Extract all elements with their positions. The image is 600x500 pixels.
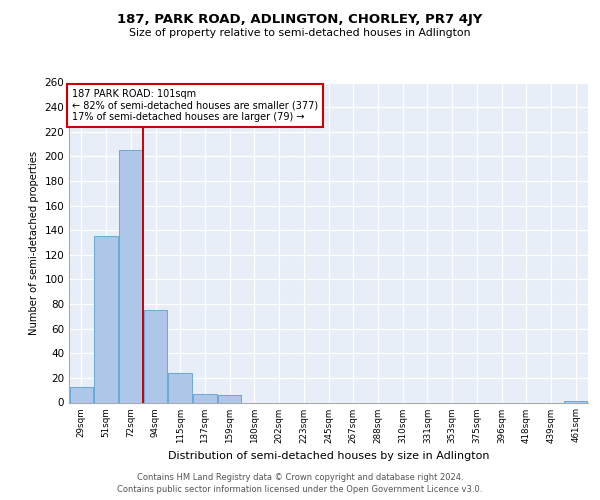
- Y-axis label: Number of semi-detached properties: Number of semi-detached properties: [29, 150, 39, 334]
- X-axis label: Distribution of semi-detached houses by size in Adlington: Distribution of semi-detached houses by …: [168, 451, 489, 461]
- Text: 187 PARK ROAD: 101sqm
← 82% of semi-detached houses are smaller (377)
17% of sem: 187 PARK ROAD: 101sqm ← 82% of semi-deta…: [71, 89, 318, 122]
- Text: 187, PARK ROAD, ADLINGTON, CHORLEY, PR7 4JY: 187, PARK ROAD, ADLINGTON, CHORLEY, PR7 …: [118, 12, 482, 26]
- Bar: [193, 394, 217, 402]
- Text: Contains HM Land Registry data © Crown copyright and database right 2024.
Contai: Contains HM Land Registry data © Crown c…: [118, 472, 482, 494]
- Bar: [119, 150, 143, 403]
- Bar: [144, 310, 167, 402]
- Text: Size of property relative to semi-detached houses in Adlington: Size of property relative to semi-detach…: [129, 28, 471, 38]
- Bar: [169, 373, 192, 402]
- Bar: [70, 386, 93, 402]
- Bar: [218, 395, 241, 402]
- Bar: [94, 236, 118, 402]
